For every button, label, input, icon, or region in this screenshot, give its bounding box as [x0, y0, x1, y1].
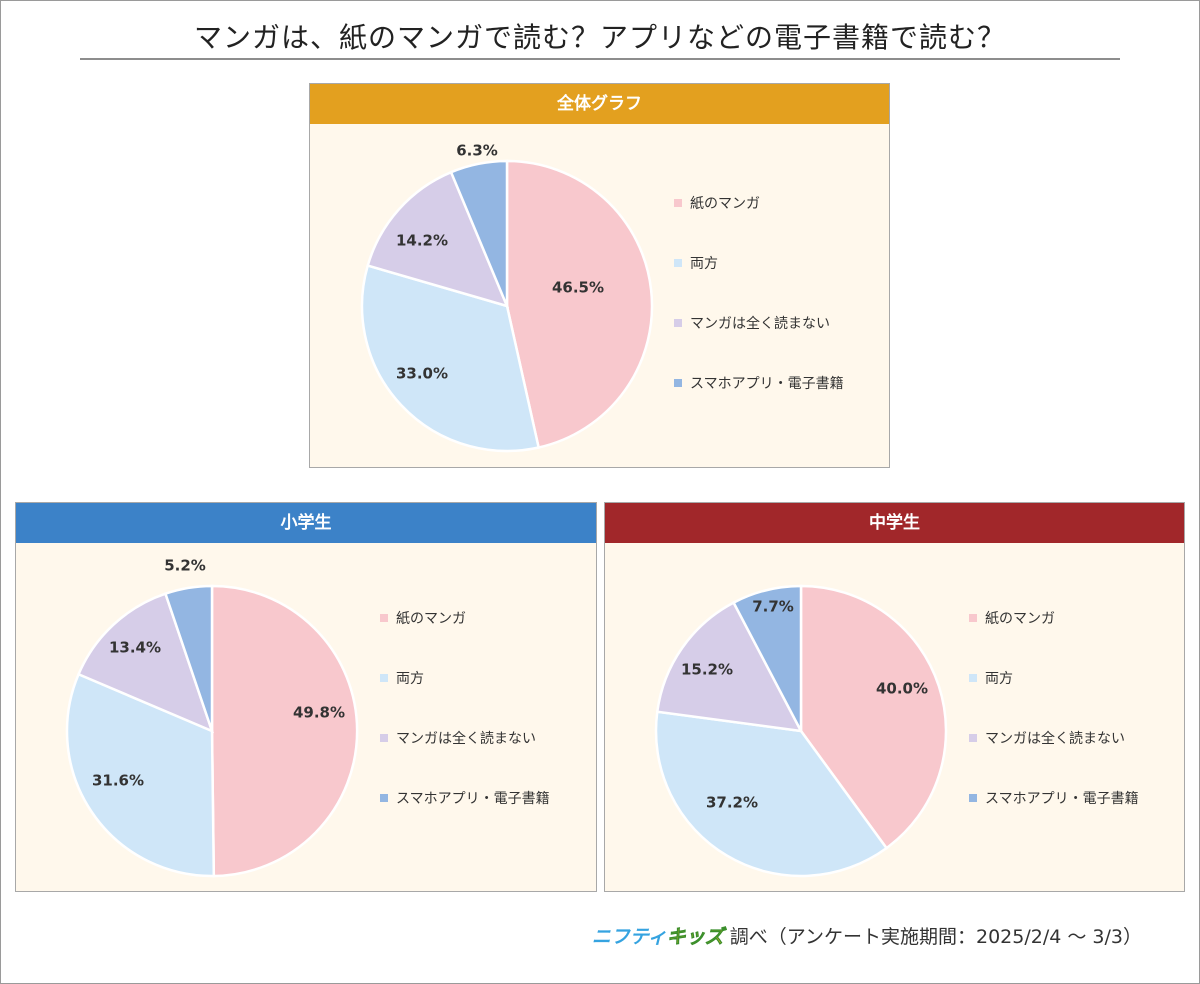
legend-item-elementary-none: マンガは全く読まない: [380, 729, 536, 749]
legend-swatch: [380, 614, 388, 622]
pie-slice-elementary-digital: [163, 584, 214, 732]
legend-overall: 紙のマンガ両方マンガは全く読まない スマホアプリ・電子書籍: [674, 194, 884, 394]
pie-slice-elementary-paper: [210, 584, 359, 878]
legend-label: マンガは全く読まない: [690, 316, 830, 332]
panel-body-overall: 46.5% 33.0% 14.2% 6.3% 紙のマンガ両方マンガは全く読まない スマホ…: [310, 124, 889, 467]
legend-label: 両方: [690, 256, 718, 272]
legend-swatch: [674, 259, 682, 267]
legend-item-middle-school-paper: 紙のマンガ: [969, 609, 1055, 629]
pie-slice-elementary-none: [76, 592, 215, 734]
pie-slice-overall-both: [360, 264, 541, 453]
pie-chart-middle-school: 40.0% 37.2% 15.2% 7.7%: [654, 584, 948, 878]
legend-swatch: [674, 319, 682, 327]
legend-label: 紙のマンガ: [985, 611, 1055, 627]
pie-slice-overall-none: [366, 170, 510, 308]
logo-text-kids: キッズ: [666, 926, 724, 949]
legend-label: 紙のマンガ: [396, 611, 466, 627]
chart-panel-overall: 全体グラフ 46.5% 33.0% 14.2% 6.3% 紙のマンガ両方マンガは全く読…: [309, 83, 890, 468]
legend-item-elementary-both: 両方: [380, 669, 424, 689]
legend-item-elementary-digital: スマホアプリ・電子書籍: [380, 789, 550, 809]
legend-item-overall-both: 両方: [674, 254, 718, 274]
panel-body-middle-school: 40.0% 37.2% 15.2% 7.7% 紙のマンガ両方マンガは全く読まない スマホ…: [605, 543, 1184, 891]
legend-middle-school: 紙のマンガ両方マンガは全く読まない スマホアプリ・電子書籍: [969, 609, 1179, 809]
legend-item-middle-school-both: 両方: [969, 669, 1013, 689]
pie-slice-middle-school-none: [655, 600, 804, 733]
survey-period-text: 調べ（アンケート実施期間：2025/2/4 ～ 3/3）: [729, 926, 1142, 948]
legend-label: 両方: [985, 671, 1013, 687]
legend-swatch: [674, 379, 682, 387]
legend-elementary: 紙のマンガ両方マンガは全く読まない スマホアプリ・電子書籍: [380, 609, 590, 809]
legend-item-elementary-paper: 紙のマンガ: [380, 609, 466, 629]
pie-slice-middle-school-paper: [799, 584, 948, 850]
data-label-middle-school-digital: 7.7%: [752, 598, 794, 616]
pie-slice-middle-school-both: [654, 710, 889, 878]
data-label-overall-none: 14.2%: [396, 232, 448, 250]
pie-slice-overall-paper: [505, 159, 654, 450]
legend-item-overall-paper: 紙のマンガ: [674, 194, 760, 214]
legend-item-middle-school-none: マンガは全く読まない: [969, 729, 1125, 749]
pie-chart-elementary: 49.8% 31.6% 13.4% 5.2%: [65, 557, 359, 878]
pie-slice-middle-school-digital: [731, 584, 803, 732]
title-divider: [80, 58, 1120, 60]
pie-slice-overall-digital: [449, 159, 509, 307]
legend-swatch: [969, 794, 977, 802]
data-label-overall-both: 33.0%: [396, 365, 448, 383]
logo-text-nifty: ニフティ: [591, 926, 667, 948]
data-label-middle-school-none: 15.2%: [681, 661, 733, 679]
data-label-elementary-none: 13.4%: [109, 639, 161, 657]
legend-swatch: [380, 734, 388, 742]
chart-panel-elementary: 小学生 49.8% 31.6% 13.4% 5.2% 紙のマンガ両方マンガは全く読まな…: [15, 502, 597, 892]
chart-panel-middle-school: 中学生 40.0% 37.2% 15.2% 7.7% 紙のマンガ両方マンガは全く読まな…: [604, 502, 1185, 892]
data-label-middle-school-paper: 40.0%: [876, 680, 928, 698]
legend-swatch: [969, 614, 977, 622]
pie-slice-elementary-both: [65, 672, 216, 878]
data-label-overall-paper: 46.5%: [552, 279, 604, 297]
legend-item-overall-none: マンガは全く読まない: [674, 314, 830, 334]
data-label-elementary-both: 31.6%: [92, 772, 144, 790]
legend-swatch: [380, 794, 388, 802]
legend-label: スマホアプリ・電子書籍: [690, 376, 844, 392]
legend-label: マンガは全く読まない: [396, 731, 536, 747]
legend-label: スマホアプリ・電子書籍: [985, 791, 1139, 807]
data-label-overall-digital: 6.3%: [456, 142, 498, 160]
data-label-elementary-paper: 49.8%: [293, 704, 345, 722]
legend-label: 紙のマンガ: [690, 196, 760, 212]
data-label-elementary-digital: 5.2%: [164, 557, 206, 575]
legend-swatch: [380, 674, 388, 682]
panel-header-overall: 全体グラフ: [310, 84, 889, 124]
pie-chart-overall: 46.5% 33.0% 14.2% 6.3%: [360, 142, 654, 453]
legend-label: スマホアプリ・電子書籍: [396, 791, 550, 807]
legend-swatch: [969, 674, 977, 682]
data-label-middle-school-both: 37.2%: [706, 794, 758, 812]
legend-item-overall-digital: スマホアプリ・電子書籍: [674, 374, 844, 394]
legend-label: マンガは全く読まない: [985, 731, 1125, 747]
source-credit: ニフティキッズ 調べ（アンケート実施期間：2025/2/4 ～ 3/3）: [592, 922, 1142, 952]
panel-header-elementary: 小学生: [16, 503, 596, 543]
legend-label: 両方: [396, 671, 424, 687]
legend-item-middle-school-digital: スマホアプリ・電子書籍: [969, 789, 1139, 809]
legend-swatch: [969, 734, 977, 742]
panel-header-middle-school: 中学生: [605, 503, 1184, 543]
page-title: マンガは、紙のマンガで読む？アプリなどの電子書籍で読む？: [193, 21, 1006, 54]
panel-body-elementary: 49.8% 31.6% 13.4% 5.2% 紙のマンガ両方マンガは全く読まない スマホ…: [16, 543, 596, 891]
legend-swatch: [674, 199, 682, 207]
